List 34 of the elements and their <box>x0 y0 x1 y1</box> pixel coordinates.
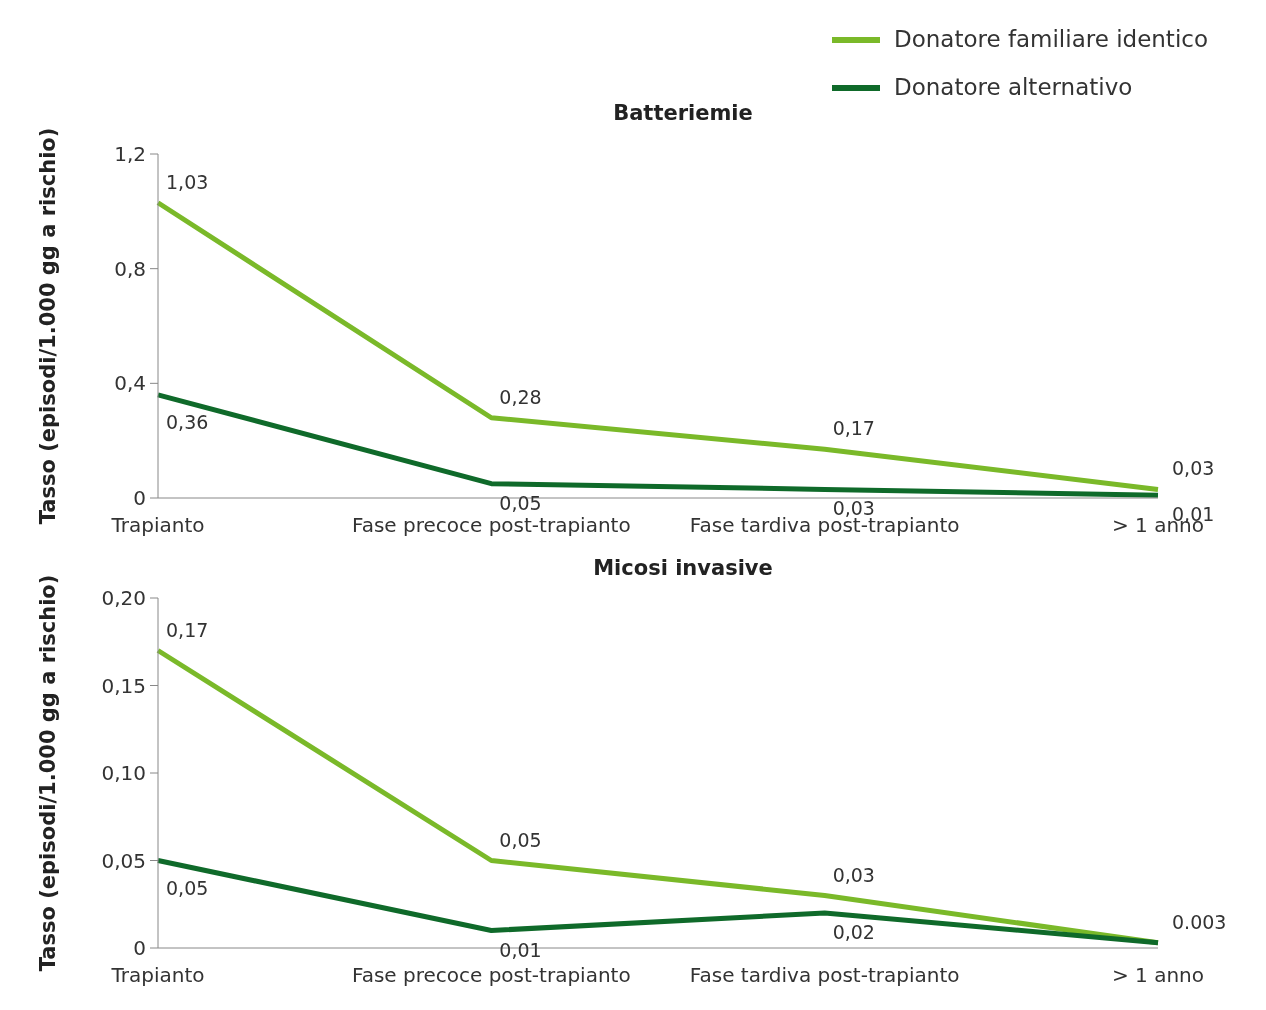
data-label: 0,17 <box>832 417 875 440</box>
legend-label: Donatore alternativo <box>893 73 1133 100</box>
chart-title: Micosi invasive <box>592 556 774 580</box>
data-label: 1,03 <box>166 170 209 193</box>
data-label: 0,36 <box>166 410 209 433</box>
y-tick-label: 0 <box>133 936 146 961</box>
data-label: 0,05 <box>499 828 542 851</box>
data-label: 0,17 <box>166 618 209 641</box>
y-tick-label: 0,05 <box>101 848 146 873</box>
y-tick-label: 0 <box>133 486 146 511</box>
data-label: 0.003 <box>1172 910 1227 933</box>
y-axis-title: Tasso (episodi/1.000 gg a rischio) <box>36 574 61 972</box>
x-tick-label: Fase precoce post-trapianto <box>352 963 631 988</box>
y-tick-label: 0,20 <box>101 586 146 611</box>
y-tick-label: 1,2 <box>114 142 146 167</box>
x-tick-label: Trapianto <box>110 963 205 988</box>
legend-label: Donatore familiare identico <box>893 25 1208 52</box>
x-tick-label: Fase tardiva post-trapianto <box>689 963 960 988</box>
data-label: 0,03 <box>1172 457 1215 480</box>
y-tick-label: 0,4 <box>114 371 146 396</box>
x-tick-label: > 1 anno <box>1111 963 1205 988</box>
data-label: 0,02 <box>832 921 875 943</box>
chart-title: Batteriemie <box>612 101 754 125</box>
data-label: 0,05 <box>499 491 542 514</box>
data-label: 0,01 <box>499 938 542 961</box>
y-axis-title: Tasso (episodi/1.000 gg a rischio) <box>36 127 61 525</box>
y-tick-label: 0,10 <box>101 761 146 786</box>
y-tick-label: 0,8 <box>114 256 146 281</box>
x-tick-label: Trapianto <box>110 513 205 538</box>
x-tick-label: Fase precoce post-trapianto <box>352 513 631 538</box>
y-tick-label: 0,15 <box>101 673 146 698</box>
data-label: 0,03 <box>832 863 875 886</box>
data-label: 0,05 <box>166 876 209 899</box>
data-label: 0,28 <box>499 385 542 408</box>
